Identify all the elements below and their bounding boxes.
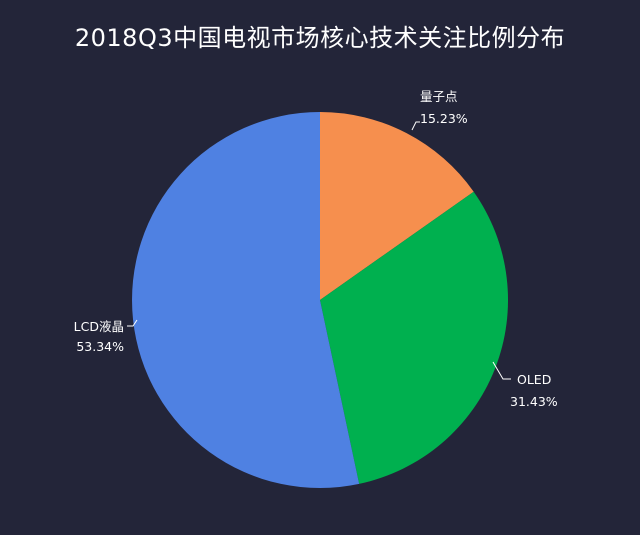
slice-name-label-0: 量子点	[420, 89, 458, 104]
slice-name-label-2: LCD液晶	[74, 319, 124, 334]
slice-value-label-2: 53.34%	[76, 339, 124, 354]
slice-value-label-0: 15.23%	[420, 111, 468, 126]
slice-name-label-1: OLED	[517, 372, 551, 387]
leader-line-2	[127, 319, 138, 327]
pie-slice-1	[320, 191, 509, 484]
pie-slice-2	[132, 112, 360, 489]
leader-line-0	[411, 121, 420, 131]
pie-slice-0	[320, 112, 474, 300]
slice-value-label-1: 31.43%	[510, 394, 558, 409]
leader-line-1	[492, 361, 511, 380]
chart-title: 2018Q3中国电视市场核心技术关注比例分布	[74, 24, 566, 52]
